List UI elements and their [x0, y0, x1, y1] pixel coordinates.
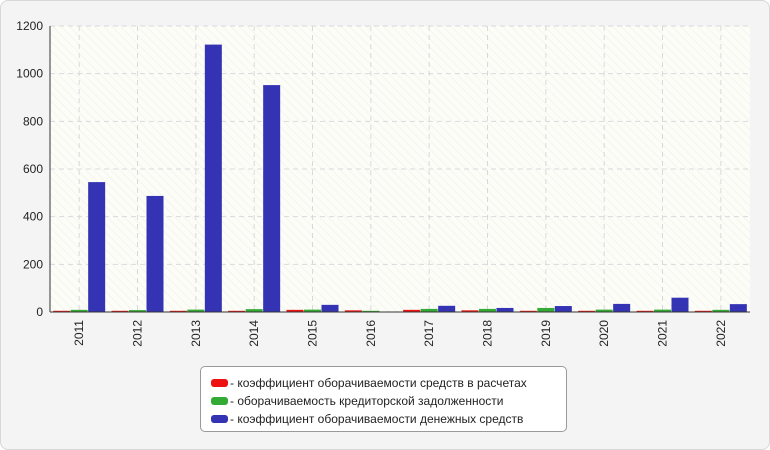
y-tick-label: 200	[23, 257, 43, 271]
legend-swatch-green	[211, 397, 228, 405]
plot-area	[50, 26, 750, 312]
bar-2020-series-3	[613, 303, 631, 312]
x-tick-label: 2018	[481, 320, 495, 347]
bar-2011-series-3	[88, 182, 106, 312]
y-tick-label: 1000	[16, 67, 43, 81]
bars-group	[53, 44, 747, 313]
bar-2022-series-1	[694, 310, 712, 312]
x-tick-label: 2022	[714, 320, 728, 347]
bar-2018-series-2	[479, 308, 496, 312]
legend-label-cash-turnover: - коэффициент оборачиваемости денежных с…	[230, 412, 524, 426]
x-tick-label: 2021	[656, 320, 670, 347]
bar-2018-series-3	[496, 307, 514, 312]
legend-swatch-red	[211, 379, 228, 387]
grid-lines	[50, 25, 750, 312]
x-tick-label: 2012	[131, 320, 145, 347]
bar-2012-series-3	[146, 195, 164, 312]
legend-item-receivables-turnover: - коэффициент оборачиваемости средств в …	[211, 374, 566, 392]
bar-2014-series-3	[263, 85, 281, 313]
bar-2016-series-2	[362, 310, 380, 312]
x-tick-labels: 2011 2012 2013 2014 2015 2016 2017 2018 2019 2020…	[72, 320, 728, 347]
y-tick-labels: 0 200 400 600 800 1000 1200	[16, 19, 43, 319]
bar-2015-series-1	[286, 309, 304, 312]
bar-2021-series-1	[636, 310, 654, 312]
axes-group	[49, 26, 750, 313]
bar-2014-series-2	[245, 309, 263, 312]
x-tick-label: 2015	[306, 320, 320, 347]
legend-label-payables-turnover: - оборачиваемость кредиторской задолженн…	[230, 394, 504, 408]
bar-2021-series-3	[671, 297, 689, 312]
bar-2018-series-1	[461, 310, 479, 312]
y-tick-label: 0	[36, 305, 43, 319]
legend-item-payables-turnover: - оборачиваемость кредиторской задолженн…	[211, 392, 566, 410]
bar-2020-series-1	[578, 310, 596, 312]
x-tick-label: 2016	[364, 320, 378, 347]
bar-2012-series-1	[111, 310, 129, 312]
bar-2017-series-2	[420, 308, 438, 312]
bar-2013-series-2	[187, 309, 205, 312]
bar-2017-series-1	[403, 309, 421, 312]
bar-2011-series-2	[70, 309, 88, 312]
bar-2017-series-3	[438, 305, 456, 312]
legend-swatch-blue	[211, 415, 228, 423]
y-tick-label: 600	[23, 162, 43, 176]
legend-item-cash-turnover: - коэффициент оборачиваемости денежных с…	[211, 410, 566, 428]
bar-2014-series-1	[228, 310, 246, 312]
bar-2013-series-3	[204, 44, 222, 313]
legend-label-receivables-turnover: - коэффициент оборачиваемости средств в …	[230, 376, 527, 390]
x-tick-label: 2014	[247, 320, 261, 347]
x-tick-label: 2019	[539, 320, 553, 347]
legend: - коэффициент оборачиваемости средств в …	[200, 366, 567, 432]
x-tick-label: 2011	[72, 320, 86, 346]
bar-2022-series-3	[729, 304, 747, 312]
x-tick-label: 2013	[189, 320, 203, 347]
bar-2021-series-2	[654, 309, 671, 312]
x-tick-label: 2017	[422, 320, 436, 347]
x-tick-label: 2020	[597, 320, 611, 347]
bar-2022-series-2	[712, 309, 730, 312]
bar-2015-series-3	[321, 304, 339, 312]
bar-2019-series-2	[537, 307, 555, 312]
bar-2019-series-1	[519, 310, 537, 312]
bar-2013-series-1	[169, 310, 187, 312]
bar-2020-series-2	[595, 309, 613, 312]
bar-2011-series-1	[53, 310, 71, 312]
y-tick-label: 400	[23, 210, 43, 224]
bar-2012-series-2	[129, 310, 146, 312]
bar-2019-series-3	[554, 306, 572, 312]
y-tick-label: 800	[23, 114, 43, 128]
bar-2016-series-1	[344, 310, 362, 312]
bar-2015-series-2	[304, 309, 321, 312]
y-tick-label: 1200	[16, 19, 43, 33]
